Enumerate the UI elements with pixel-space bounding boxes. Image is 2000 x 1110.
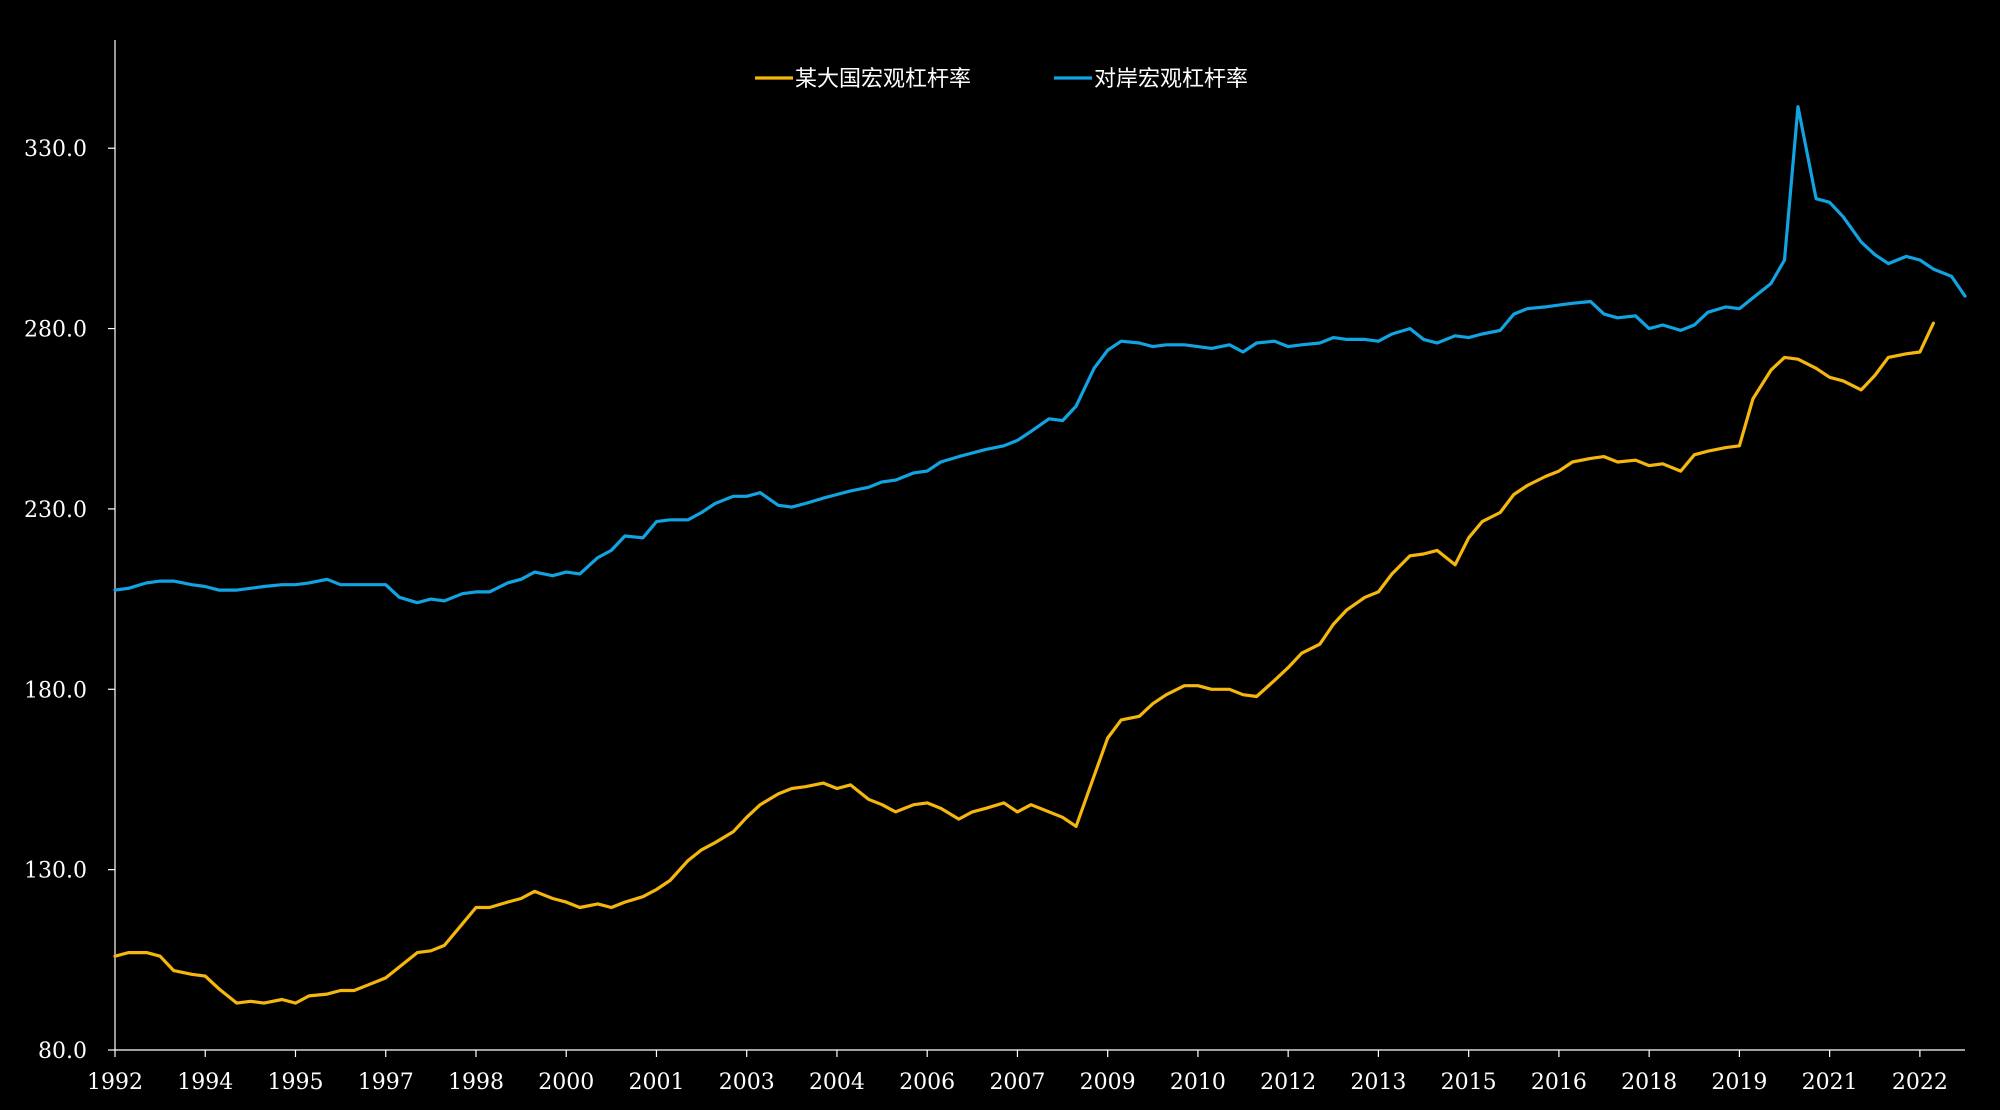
y-tick-label: 230.0 xyxy=(24,498,87,523)
x-tick-label: 2016 xyxy=(1531,1070,1587,1095)
series-line-1 xyxy=(113,321,1935,1005)
x-tick-label: 2007 xyxy=(989,1070,1045,1095)
y-tick-label: 280.0 xyxy=(24,318,87,343)
y-tick-label: 130.0 xyxy=(24,859,87,884)
legend-label-2: 对岸宏观杠杆率 xyxy=(1094,67,1248,92)
x-tick-label: 2015 xyxy=(1441,1070,1497,1095)
series-layer xyxy=(113,105,1967,1005)
x-tick-label: 2019 xyxy=(1711,1070,1767,1095)
x-tick-label: 2021 xyxy=(1802,1070,1858,1095)
x-tick-label: 1998 xyxy=(448,1070,504,1095)
x-tick-label: 2009 xyxy=(1080,1070,1136,1095)
x-tick-label: 2010 xyxy=(1170,1070,1226,1095)
x-tick-label: 2022 xyxy=(1892,1070,1948,1095)
x-tick-label: 1995 xyxy=(267,1070,323,1095)
x-tick-label: 2000 xyxy=(538,1070,594,1095)
y-tick-label: 330.0 xyxy=(24,137,87,162)
x-tick-label: 2018 xyxy=(1621,1070,1677,1095)
x-tick-label: 2004 xyxy=(809,1070,865,1095)
x-tick-label: 2006 xyxy=(899,1070,955,1095)
x-tick-label: 2003 xyxy=(719,1070,775,1095)
x-tick-label: 2001 xyxy=(628,1070,684,1095)
x-tick-label: 2013 xyxy=(1350,1070,1406,1095)
x-tick-label: 1992 xyxy=(87,1070,143,1095)
y-tick-label: 80.0 xyxy=(38,1039,87,1064)
y-tick-label: 180.0 xyxy=(24,678,87,703)
x-tick-label: 1997 xyxy=(358,1070,414,1095)
y-axis: 80.0 130.0 180.0 230.0 280.0 330.0 xyxy=(24,40,116,1064)
legend: 某大国宏观杠杆率 对岸宏观杠杆率 xyxy=(755,67,1248,92)
legend-label-1: 某大国宏观杠杆率 xyxy=(795,67,971,92)
x-tick-label: 1994 xyxy=(177,1070,233,1095)
x-tick-label: 2012 xyxy=(1260,1070,1316,1095)
series-line-2 xyxy=(113,105,1967,605)
x-axis: 1992 1994 1995 1997 1998 2000 2001 2003 2004 2006… xyxy=(87,1049,1965,1095)
